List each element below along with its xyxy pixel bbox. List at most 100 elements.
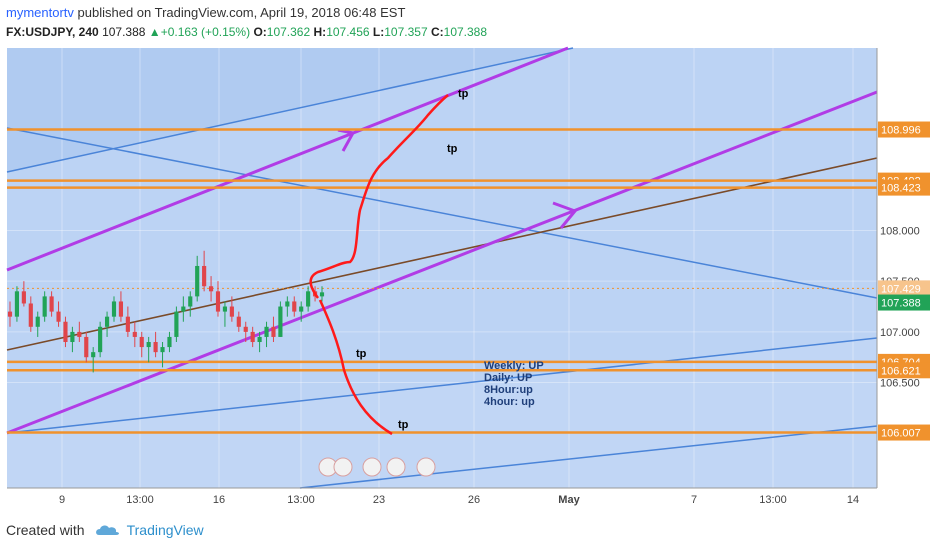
- tp-label: tp: [458, 88, 469, 100]
- candle-body: [49, 296, 54, 312]
- candle-body: [160, 347, 165, 353]
- candle-body: [7, 311, 13, 317]
- x-tick-label: 23: [373, 494, 385, 506]
- author-link[interactable]: mymentortv: [6, 5, 74, 20]
- candle-body: [202, 265, 207, 287]
- level-badge: [878, 280, 930, 297]
- candle-body: [14, 291, 20, 317]
- high-label: H:: [313, 25, 327, 39]
- level-badge: [878, 121, 930, 138]
- candle-body: [243, 326, 248, 332]
- magenta-upper-channel: [6, 46, 569, 272]
- trend-note-8hour: 8Hour:up: [484, 384, 533, 396]
- candle-body: [35, 316, 40, 327]
- forecast-path-down: [318, 299, 393, 436]
- price-change: +0.163 (+0.15%): [160, 25, 251, 39]
- current-price-label: 107.388: [881, 298, 921, 310]
- open-label: O:: [253, 25, 267, 39]
- candle-body: [264, 326, 269, 337]
- candle-body: [91, 352, 96, 358]
- tp-label: tp: [398, 419, 409, 431]
- current-price-badge: [878, 294, 930, 311]
- candle-body: [132, 331, 137, 337]
- price-axis-bg: [878, 48, 932, 488]
- candle-body: [56, 311, 61, 322]
- candle-body: [195, 265, 200, 297]
- lower-blue-channel-line: [6, 337, 878, 434]
- x-tick-label: 13:00: [126, 494, 154, 506]
- x-tick-label: 14: [847, 494, 859, 506]
- tp-label: tp: [447, 143, 458, 155]
- candle-body: [257, 336, 262, 343]
- time-axis[interactable]: 9 13:00 16 13:00 23 26 May 7 13:00 14: [59, 494, 859, 506]
- cloud-logo-icon: [95, 525, 119, 535]
- brand-link[interactable]: TradingView: [126, 522, 204, 538]
- event-flag-icon[interactable]: [386, 457, 406, 477]
- x-tick-label: May: [558, 494, 580, 506]
- descending-blue-line: [6, 127, 878, 299]
- x-tick-label: 16: [213, 494, 225, 506]
- candle-body: [299, 306, 304, 312]
- trend-note-daily: Daily: UP: [484, 372, 532, 384]
- candle-body: [236, 316, 241, 327]
- y-tick-label: 107.000: [880, 327, 920, 339]
- candle-body: [271, 326, 276, 337]
- footer: Created with TradingView: [6, 522, 204, 538]
- candle-body: [250, 331, 255, 343]
- candle-body: [188, 296, 193, 307]
- last-price: 107.388: [102, 25, 146, 39]
- high-value: 107.456: [326, 25, 370, 39]
- level-badge: [878, 424, 930, 441]
- trendlines: [6, 46, 878, 489]
- magenta-arrow-upper: [337, 128, 356, 152]
- horizontal-levels: [7, 128, 877, 434]
- candle-body: [167, 336, 172, 348]
- event-flag-icon[interactable]: [416, 457, 436, 477]
- event-icons[interactable]: [318, 457, 436, 477]
- up-triangle-icon: ▲: [148, 25, 161, 39]
- tp-label: tp: [356, 348, 367, 360]
- candle-body: [306, 291, 311, 307]
- brown-trendline: [6, 157, 878, 351]
- candle-body: [222, 306, 228, 312]
- x-tick-label: 9: [59, 494, 65, 506]
- candle-body: [70, 331, 75, 343]
- magenta-arrow-lower: [552, 201, 578, 229]
- candle-body: [208, 286, 214, 292]
- candle-body: [21, 291, 26, 304]
- publish-line: mymentortv published on TradingView.com,…: [6, 5, 405, 20]
- forecast-path-up: [309, 94, 449, 299]
- candle-body: [181, 306, 186, 312]
- candle-body: [153, 342, 158, 353]
- candle-body: [118, 301, 124, 317]
- candle-body: [285, 301, 290, 307]
- candle-body: [28, 303, 33, 327]
- channel-fill-lower: [7, 338, 877, 488]
- open-value: 107.362: [266, 25, 311, 39]
- level-badge-label: 108.423: [881, 183, 921, 195]
- close-label: C:: [430, 25, 444, 39]
- candle-body: [111, 301, 117, 317]
- candle-body: [104, 316, 110, 327]
- level-badge: [878, 362, 930, 379]
- trend-note-4hour: 4hour: up: [484, 396, 535, 408]
- x-tick-label: 7: [691, 494, 697, 506]
- candle-body: [84, 336, 89, 358]
- candlesticks: [7, 250, 325, 373]
- x-tick-label: 13:00: [759, 494, 787, 506]
- created-with-text: Created with: [6, 522, 85, 538]
- event-flag-icon[interactable]: [333, 457, 353, 477]
- candle-body: [215, 291, 221, 312]
- level-badge: [878, 179, 930, 196]
- y-tick-label: 106.500: [880, 378, 920, 390]
- price-axis[interactable]: 108.000107.500107.000106.500108.996108.4…: [878, 48, 932, 488]
- magenta-lower-channel: [6, 90, 878, 435]
- event-flag-icon[interactable]: [362, 457, 382, 477]
- trend-note: Weekly: UP Daily: UP 8Hour:up 4hour: up: [484, 360, 544, 408]
- tp-labels: tp tp tp tp: [356, 88, 469, 431]
- candle-body: [42, 296, 47, 317]
- candle-body: [98, 326, 103, 353]
- y-tick-label: 108.000: [880, 225, 920, 237]
- symbol-label: FX:USDJPY, 240: [6, 25, 99, 39]
